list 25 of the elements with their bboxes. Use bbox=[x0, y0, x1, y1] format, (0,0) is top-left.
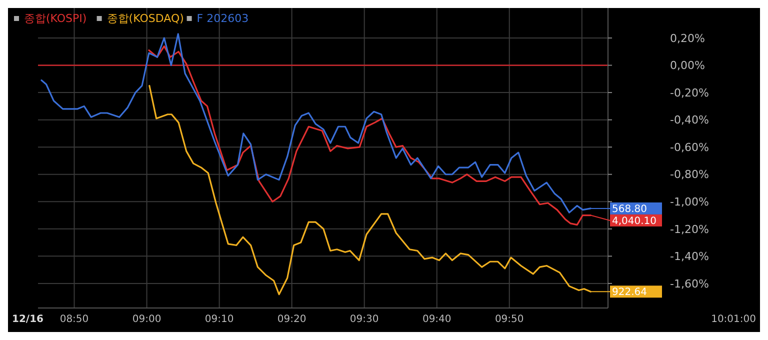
y-tick-label: -1,00% bbox=[670, 195, 709, 208]
y-tick-label: -1,40% bbox=[670, 250, 709, 264]
y-tick-label: -0,60% bbox=[670, 140, 709, 154]
series-label: F 202603 bbox=[196, 12, 249, 25]
y-tick-label: -0,80% bbox=[670, 168, 709, 182]
y-tick-label: -1,20% bbox=[670, 222, 709, 236]
x-tick-label: 09:40 bbox=[422, 314, 452, 325]
y-tick-label: -1,60% bbox=[670, 277, 709, 290]
text: 10:01:00 bbox=[711, 314, 756, 325]
text: 12/16 bbox=[12, 314, 44, 325]
y-tick-label: 0,20% bbox=[670, 32, 705, 45]
x-tick-label: 09:20 bbox=[277, 314, 306, 325]
text: 922.64 bbox=[612, 287, 647, 298]
y-tick-label: 0,00% bbox=[670, 59, 705, 72]
text: 4,040.10 bbox=[612, 216, 657, 227]
x-tick-label: 09:50 bbox=[494, 314, 524, 325]
x-tick-label: 09:00 bbox=[132, 314, 162, 325]
x-tick-label: 09:30 bbox=[350, 314, 379, 325]
text: 568.80 bbox=[612, 204, 647, 215]
y-tick-label: -0,20% bbox=[670, 86, 709, 100]
x-tick-label: 09:10 bbox=[204, 314, 234, 325]
text: 종합(KOSPI) bbox=[24, 12, 87, 25]
text: 종합(KOSDAQ) bbox=[106, 12, 184, 25]
x-tick-label: 08:50 bbox=[60, 314, 89, 325]
y-tick-label: -0,40% bbox=[670, 114, 709, 127]
